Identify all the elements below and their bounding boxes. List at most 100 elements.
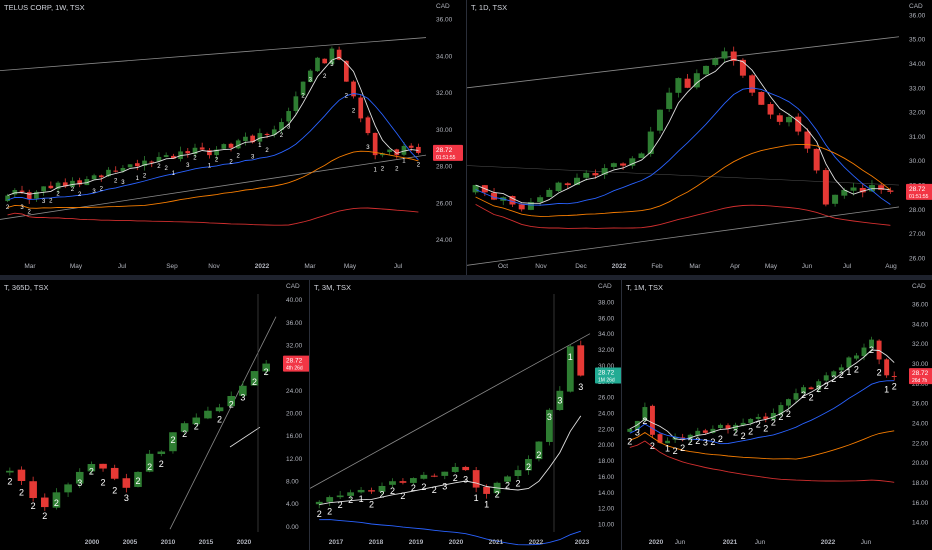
count-label: 1: [172, 171, 176, 177]
y-tick-label: 32.00: [436, 90, 453, 97]
x-tick-label: Jun: [861, 539, 872, 546]
count-label: 2: [101, 478, 106, 488]
candle-body: [70, 180, 75, 187]
y-tick-label: 36.00: [436, 17, 453, 24]
candle-body: [409, 478, 417, 483]
count-label: 2: [159, 459, 164, 469]
candle-body: [300, 81, 306, 96]
y-tick-label: 12.00: [286, 456, 303, 463]
count-label: 2: [31, 501, 36, 511]
count-label: 2: [627, 437, 632, 447]
price-tag: [909, 368, 932, 385]
candle-body: [235, 140, 241, 149]
y-tick-label: 26.00: [436, 200, 453, 207]
x-tick-label: Aug: [885, 263, 897, 270]
price-tag-countdown: 26d 7h: [912, 378, 928, 384]
count-label: 2: [710, 437, 715, 447]
sma-red-line: [629, 440, 895, 483]
candle-body: [710, 428, 716, 433]
y-tick-label: 33.00: [909, 85, 926, 92]
count-label: 2: [801, 390, 806, 400]
candle-body: [326, 497, 334, 502]
3month-chart-pane[interactable]: 2 2 2 2 1 2 2 2 2 2 2 2 3 2 3 1 1 2 2 2 2 2 3 3 1 3 38.00 36.00 34.0…: [310, 280, 621, 550]
candle-body: [638, 153, 645, 158]
count-label: 2: [505, 481, 510, 491]
candle-body: [767, 104, 774, 115]
candle-body: [271, 129, 277, 135]
count-label: 2: [237, 154, 241, 160]
price-tag-value: 28.72: [909, 186, 926, 193]
candle-body: [110, 467, 119, 479]
x-tick-label: 2022: [612, 263, 627, 270]
count-label: 2: [229, 399, 234, 409]
count-label: 2: [170, 435, 175, 445]
candle-body: [627, 428, 633, 432]
candle-body: [730, 51, 737, 62]
x-tick-label: Jun: [755, 539, 766, 546]
count-label: 2: [718, 434, 723, 444]
x-tick-label: 2010: [161, 539, 176, 546]
candle-body: [770, 413, 776, 420]
count-label: 2: [265, 148, 269, 154]
count-label: 2: [432, 485, 437, 495]
price-tag-countdown: 01:51:55: [436, 155, 456, 161]
candle-body: [262, 363, 270, 372]
monthly-chart-pane[interactable]: 2 3 2 2 1 2 2 2 2 3 2 2 2 2 2 2 2 2 2 2 2 2 2 2 2 2 1 2 2 2 1 2 36.00 34.…: [622, 280, 932, 550]
candle-body: [884, 359, 890, 376]
y-tick-label: 14.00: [912, 520, 929, 527]
currency-label: CAD: [912, 283, 926, 290]
count-label: 1: [568, 352, 573, 362]
candle-body: [504, 476, 511, 482]
candle-body: [64, 484, 72, 493]
y-tick-label: 34.00: [912, 321, 929, 328]
candle-body: [657, 434, 663, 443]
candle-body: [441, 471, 449, 476]
candle-body: [29, 481, 37, 498]
candle-body: [243, 136, 248, 142]
y-tick-label: 8.00: [286, 479, 299, 486]
count-label: 3: [240, 392, 245, 402]
y-tick-label: 26.00: [912, 401, 929, 408]
candle-body: [525, 459, 532, 471]
candle-body: [357, 489, 365, 493]
count-label: 2: [381, 167, 385, 173]
candle-body: [19, 190, 25, 192]
x-tick-label: May: [344, 263, 357, 270]
pane-divider-vertical-right[interactable]: [621, 280, 622, 550]
chart-title: T, 365D, TSX: [4, 283, 49, 292]
count-label: 2: [839, 370, 844, 380]
sma-red-line: [475, 204, 891, 229]
candle-body: [555, 182, 562, 192]
pane-divider-horizontal[interactable]: [0, 275, 932, 280]
candle-body: [763, 416, 769, 419]
candle-body: [546, 189, 553, 197]
candle-body: [838, 367, 844, 371]
count-label: 2: [831, 374, 836, 384]
count-label: 2: [182, 429, 187, 439]
sma-blue-line: [629, 380, 895, 445]
yearly-chart-svg: 22222322232222222232240.0036.0032.0028.0…: [6, 283, 309, 546]
pane-divider-vertical-top[interactable]: [466, 0, 467, 275]
candle-body: [62, 182, 68, 187]
count-label: 2: [877, 368, 882, 378]
y-tick-label: 22.00: [598, 426, 615, 433]
candle-body: [192, 147, 198, 154]
pane-divider-vertical-left[interactable]: [309, 280, 310, 550]
y-tick-label: 36.00: [598, 315, 615, 322]
y-tick-label: 10.00: [598, 522, 615, 529]
daily-chart-pane[interactable]: 36.0035.0034.0033.0032.0031.0030.0029.00…: [467, 0, 932, 275]
candle-body: [279, 122, 284, 131]
count-label: 2: [252, 377, 257, 387]
candle-body: [207, 150, 212, 156]
yearly-chart-pane[interactable]: 22222322232222222232240.0036.0032.0028.0…: [0, 280, 309, 550]
x-tick-label: 2021: [723, 539, 738, 546]
x-tick-label: 2018: [369, 539, 384, 546]
candle-body: [695, 430, 701, 436]
y-tick-label: 28.00: [909, 207, 926, 214]
candle-body: [156, 156, 162, 162]
price-tag-countdown: 01:51:55: [909, 194, 929, 200]
y-tick-label: 16.00: [912, 500, 929, 507]
candle-body: [204, 410, 212, 419]
candle-body: [656, 109, 663, 131]
